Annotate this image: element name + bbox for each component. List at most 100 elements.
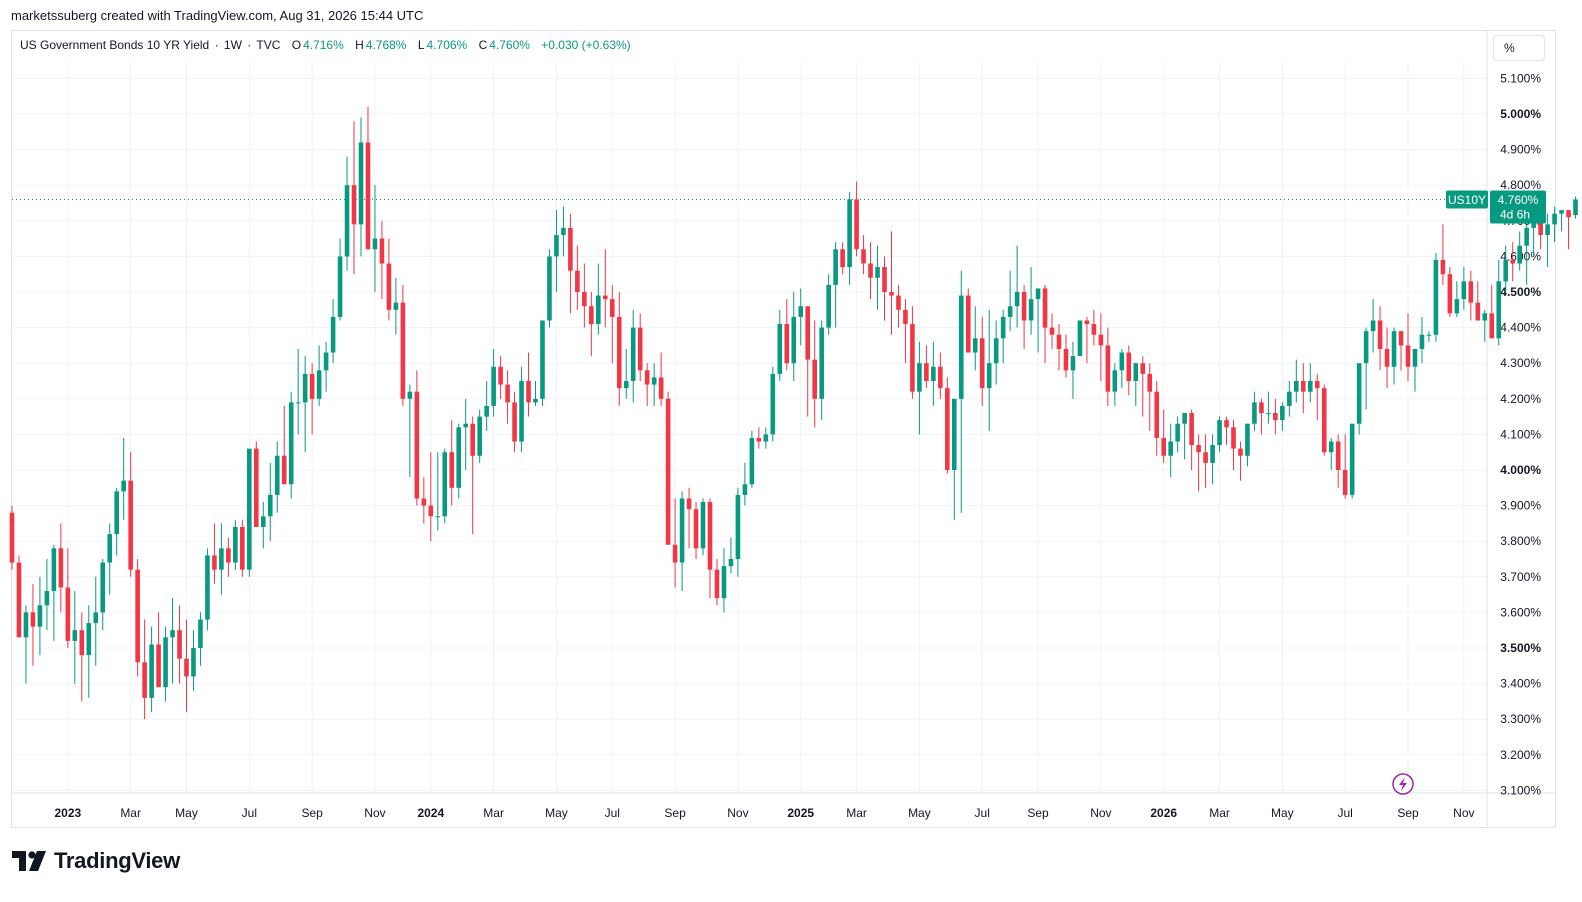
x-tick-label: May [1271,806,1294,820]
legend-interval[interactable]: 1W [223,38,242,52]
y-tick-label: 3.800% [1500,534,1541,548]
candle-body [1098,334,1104,346]
candle-body [952,398,957,470]
y-tick-label: 3.200% [1500,748,1541,762]
legend-open-value: 4.716% [303,38,344,52]
candle-body [414,391,420,499]
candle-body [205,555,210,620]
candle-body [1210,445,1215,463]
candle-body [1084,320,1090,325]
candle-body [993,338,999,364]
tradingview-brand-text: TradingView [54,848,180,873]
candle-body [226,548,231,563]
candle-body [714,569,720,599]
candle-body [609,299,615,317]
y-tick-label: 4.800% [1500,178,1541,192]
candle-body [344,185,350,257]
candle-body [449,452,455,488]
candle-body [1259,402,1264,414]
price-scale-unit-button[interactable]: % [1493,35,1545,61]
candle-body [1503,259,1509,282]
x-tick-label: 2026 [1150,806,1177,820]
candle-body [1182,413,1187,424]
candle-body [1426,334,1432,336]
candle-body [149,644,154,698]
candle-body [198,619,203,648]
candle-body [93,612,99,624]
candle-body [1566,210,1571,218]
last-price-text: 4.760% [1498,193,1539,207]
candle-body [1252,402,1257,424]
lightning-icon-bolt [1399,777,1407,791]
countdown-text: 4d 6h [1500,207,1530,221]
candle-body [456,427,462,488]
candle-body [672,544,678,563]
candle-body [693,509,699,549]
candle-body [1454,299,1460,314]
candle-body [777,324,783,374]
legend-change: +0.030 (+0.63%) [541,38,631,52]
candle-body [1468,281,1474,303]
last-price-badge [1490,190,1546,224]
candle-body [1049,327,1055,335]
candle-body [1028,299,1034,321]
candle-body [1217,420,1222,446]
legend-close-label: C [478,38,488,52]
candle-body [379,238,385,264]
x-tick-label: May [175,806,198,820]
tradingview-logo[interactable]: TradingView [12,848,180,874]
candle-body [554,235,559,257]
candle-body [910,324,915,392]
y-tick-label: 3.500% [1500,641,1541,655]
candle-body [791,316,797,364]
legend-close-value: 4.760% [489,38,530,52]
candle-body [1063,348,1069,371]
candle-body [44,591,50,606]
candle-body [1377,320,1383,349]
candle-body [686,498,692,510]
candle-body [316,370,322,399]
candle-body [1314,381,1320,389]
candle-body [365,142,371,250]
candle-body [561,227,566,236]
chart-legend: US Government Bonds 10 YR Yield · 1W · T… [20,38,631,52]
candle-body [533,398,538,403]
x-tick-label: Mar [120,806,141,820]
candle-body [400,302,406,399]
candle-body [1070,356,1076,371]
candle-body [121,480,126,492]
candle-body [1510,259,1515,264]
candle-body [86,623,92,656]
x-tick-label: 2023 [54,806,81,820]
candle-body [568,227,573,271]
candle-body [707,502,713,570]
candle-body [812,359,817,399]
candle-body [156,644,161,688]
candle-body [1056,334,1062,349]
candle-body [288,402,294,485]
candle-body [233,526,238,563]
candle-body [1559,210,1564,214]
y-tick-label: 5.000% [1500,107,1541,121]
candle-body [1517,245,1522,264]
candle-body [1447,274,1453,314]
candle-body [1301,381,1306,392]
candle-body [805,306,811,360]
candle-body [309,373,315,399]
legend-symbol: US Government Bonds 10 YR Yield [20,38,210,52]
candle-body [1405,345,1411,367]
candle-body [1105,345,1111,392]
candle-body [1433,259,1439,335]
candle-body [1370,320,1376,332]
candle-body [191,648,196,677]
candle-body [644,370,650,385]
candle-body [1273,413,1278,421]
x-tick-label: Mar [1209,806,1230,820]
candle-body [763,434,769,442]
candle-body [1035,288,1041,300]
candle-body [240,526,245,570]
candle-body [65,587,71,641]
candle-body [1161,437,1166,456]
candle-body [1112,370,1118,392]
